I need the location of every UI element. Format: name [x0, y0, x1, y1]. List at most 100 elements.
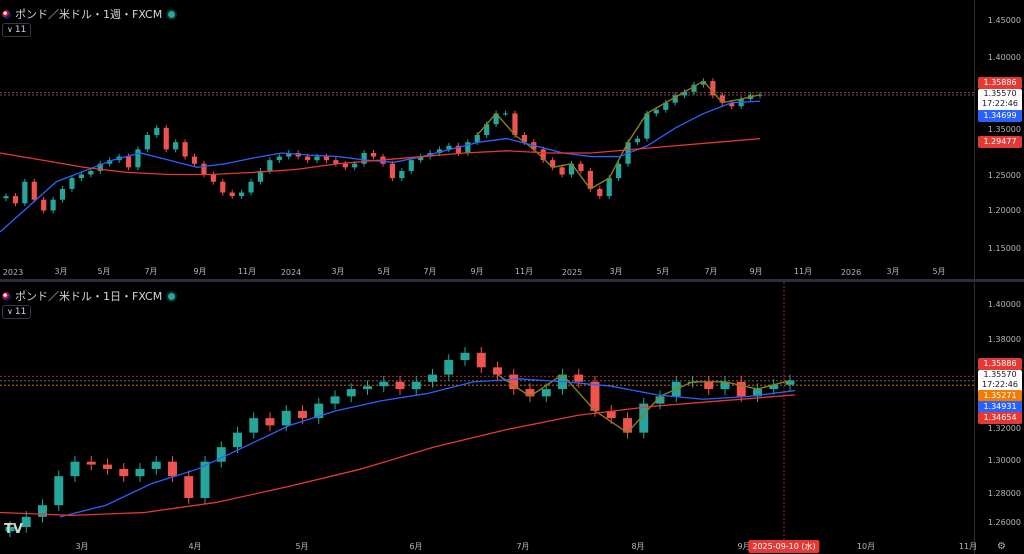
candle — [493, 361, 502, 381]
market-open-icon — [168, 292, 176, 300]
candle-body — [691, 84, 697, 92]
current-price-tag: 1.35570 17:22:46 — [978, 370, 1022, 392]
candle-body — [154, 127, 160, 135]
weekly-symbol-legend[interactable]: ポンド／米ドル・1週・FXCM — [2, 6, 176, 22]
time-tick: 3月 — [75, 542, 89, 551]
candle — [41, 196, 47, 214]
candle — [361, 150, 367, 167]
candle-body — [616, 163, 622, 179]
tradingview-logo[interactable]: TV — [4, 522, 23, 537]
candle-body — [342, 163, 348, 168]
candle-body — [389, 163, 396, 179]
daily-indicator-toggle[interactable]: ∨ 11 — [2, 305, 32, 319]
candle-body — [276, 156, 282, 161]
candle — [314, 397, 324, 424]
candle — [550, 157, 556, 171]
ma-long-line — [0, 137, 761, 176]
candle-body — [597, 188, 603, 197]
time-tick: 11月 — [793, 267, 813, 276]
candle — [502, 110, 509, 117]
candle-body — [5, 527, 15, 532]
candle — [151, 455, 161, 475]
weekly-symbol-title[interactable]: ポンド／米ドル・1週・FXCM — [15, 8, 163, 21]
candle-body — [333, 160, 339, 164]
time-tick: 11月 — [958, 542, 978, 551]
ma-short-line — [59, 378, 796, 518]
candle-body — [606, 178, 612, 197]
candle-body — [265, 418, 275, 426]
settings-gear-icon[interactable]: ⚙ — [997, 541, 1006, 552]
candle — [119, 463, 129, 482]
candle-body — [672, 95, 678, 103]
candle — [135, 146, 141, 171]
pane-divider[interactable] — [0, 279, 1024, 282]
candle — [54, 470, 64, 512]
candle-body — [135, 468, 145, 477]
price-tick: 1.25000 — [987, 171, 1021, 180]
candle — [154, 124, 160, 138]
time-tick: 5月 — [377, 267, 391, 276]
candle — [597, 186, 603, 199]
candle-body — [785, 380, 795, 385]
daily-symbol-title[interactable]: ポンド／米ドル・1日・FXCM — [15, 290, 163, 303]
candle-body — [559, 167, 565, 175]
time-tick: 2025 — [561, 268, 583, 277]
time-tick: 6月 — [409, 542, 423, 551]
candle-body — [719, 95, 725, 103]
candle-body — [216, 447, 226, 462]
candle-body — [69, 178, 75, 189]
candle-body — [710, 81, 716, 96]
zigzag-line — [476, 80, 761, 190]
daily-time-axis[interactable]: 3月 4月 5月 6月 7月 8月 9月 10月 11月 2025-09-10 … — [0, 540, 978, 554]
candle — [623, 412, 632, 439]
candle — [411, 376, 421, 395]
weekly-indicator-toggle[interactable]: ∨ 11 — [2, 23, 32, 37]
candle — [21, 511, 31, 533]
time-tick: 8月 — [631, 542, 645, 551]
candle-body — [700, 81, 707, 85]
price-tick: 1.38000 — [987, 335, 1021, 344]
candle-body — [21, 516, 31, 527]
candle — [184, 470, 194, 504]
candle — [644, 110, 650, 142]
bar-countdown: 17:22:46 — [982, 99, 1018, 108]
weekly-price-axis[interactable]: 1.45000 1.40000 1.35000 1.25000 1.20000 … — [974, 0, 1024, 279]
candle — [233, 426, 242, 453]
time-tick: 5月 — [97, 267, 111, 276]
candle — [691, 81, 697, 95]
daily-price-axis[interactable]: 1.40000 1.38000 1.32000 1.30000 1.28000 … — [974, 282, 1024, 554]
candle-body — [484, 124, 490, 135]
candle — [210, 171, 216, 185]
candle-body — [151, 461, 161, 469]
candle — [512, 110, 518, 138]
weekly-time-axis[interactable]: 2023 3月 5月 7月 9月 11月 2024 3月 5月 7月 9月 11… — [0, 265, 975, 279]
candle — [50, 196, 56, 214]
daily-chart-canvas[interactable] — [0, 282, 975, 540]
candle-body — [634, 138, 641, 143]
candle — [69, 175, 75, 192]
candle-body — [444, 360, 454, 375]
time-tick: 10月 — [856, 542, 876, 551]
candle-body — [298, 410, 307, 419]
candle — [559, 164, 565, 178]
resistance-price-tag: 1.35886 — [978, 77, 1022, 89]
daily-chart-pane[interactable]: ポンド／米ドル・1日・FXCM ∨ 11 TV 1.40000 1.38000 1… — [0, 282, 1024, 554]
candle-body — [428, 374, 437, 382]
time-tick: 5月 — [932, 267, 946, 276]
candle-body — [370, 152, 377, 157]
candle — [370, 150, 377, 160]
weekly-chart-canvas[interactable] — [0, 0, 975, 265]
weekly-chart-pane[interactable]: ポンド／米ドル・1週・FXCM ∨ 11 1.45000 1.40000 1.35… — [0, 0, 1024, 279]
candle-body — [22, 181, 28, 204]
ma-long-line — [0, 394, 796, 517]
ma-long-price-tag: 1.29477 — [978, 136, 1022, 148]
candle — [5, 521, 15, 538]
daily-symbol-legend[interactable]: ポンド／米ドル・1日・FXCM — [2, 288, 176, 304]
candle-body — [644, 113, 650, 139]
candle-body — [399, 170, 405, 179]
candle-body — [281, 410, 291, 426]
candle-body — [54, 476, 64, 506]
candle — [103, 458, 112, 475]
candle-body — [465, 142, 471, 153]
candle-body — [418, 156, 424, 161]
